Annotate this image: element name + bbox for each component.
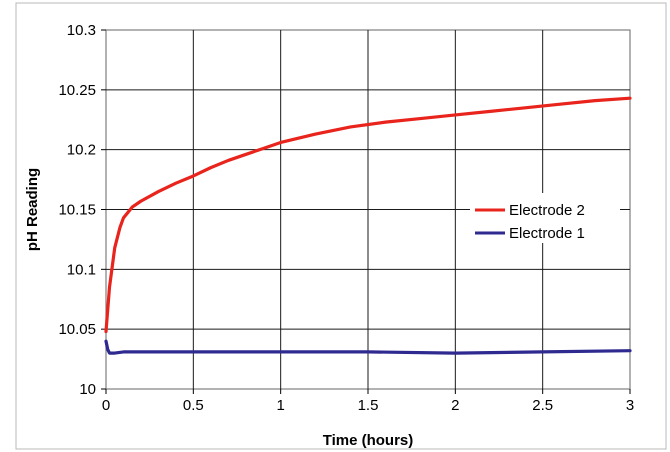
legend: Electrode 2 Electrode 1 bbox=[470, 193, 620, 243]
x-tick-label: 1 bbox=[276, 397, 284, 414]
y-tick-label: 10.1 bbox=[67, 261, 96, 278]
series-line-electrode-2 bbox=[104, 96, 632, 334]
y-tick-label: 10.15 bbox=[58, 202, 96, 219]
y-tick-label: 10.25 bbox=[58, 82, 96, 99]
series-lines bbox=[104, 96, 632, 355]
x-tick-label: 1.5 bbox=[358, 397, 379, 414]
y-axis-title: pH Reading bbox=[24, 168, 41, 251]
y-tick-label: 10.05 bbox=[58, 321, 96, 338]
x-tick-label: 2 bbox=[451, 397, 459, 414]
axis-ticks: 10 10.05 10.1 10.15 10.2 10.25 10.3 0 0.5 1 1.5 2 2.… bbox=[58, 22, 634, 414]
x-tick-label: 0.5 bbox=[183, 397, 204, 414]
y-tick-label: 10.3 bbox=[67, 22, 96, 39]
series-line-electrode-1 bbox=[104, 339, 632, 355]
x-tick-label: 0 bbox=[102, 397, 110, 414]
y-tick-label: 10 bbox=[79, 381, 96, 398]
chart-frame bbox=[15, 2, 667, 450]
y-tick-label: 10.2 bbox=[67, 142, 96, 159]
legend-label-electrode-2: Electrode 2 bbox=[509, 202, 585, 219]
x-tick-label: 2.5 bbox=[532, 397, 553, 414]
legend-box bbox=[470, 193, 620, 243]
x-axis-title: Time (hours) bbox=[323, 432, 414, 449]
legend-label-electrode-1: Electrode 1 bbox=[509, 225, 585, 242]
x-tick-label: 3 bbox=[626, 397, 634, 414]
